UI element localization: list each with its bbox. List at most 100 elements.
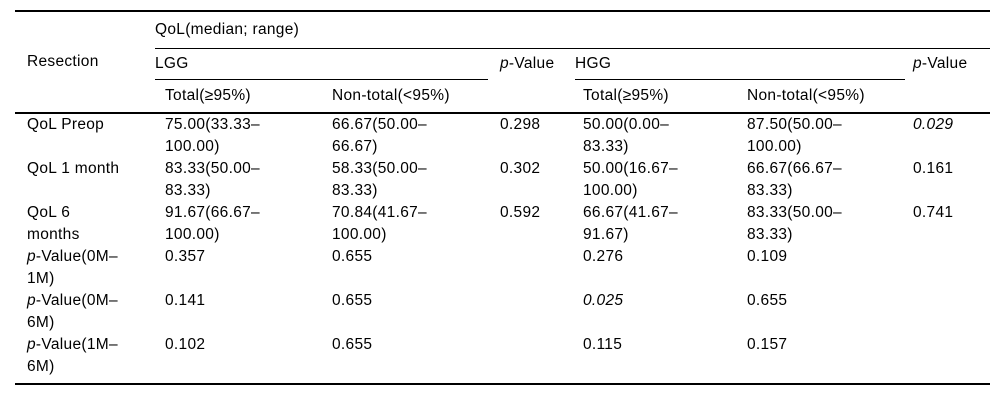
row-label: p-Value(1M– 6M): [15, 334, 155, 384]
header-lgg-label: LGG: [155, 55, 189, 72]
table-row-qol-6-months: QoL 6 months 91.67(66.67– 100.00) 70.84(…: [15, 202, 990, 246]
header-p-value-hgg: p-Value: [905, 49, 990, 80]
subheader-lgg-total-label: Total(≥95%): [165, 87, 251, 104]
value: 0.157: [747, 336, 788, 353]
cell-lgg-nontotal: 0.655: [322, 246, 488, 290]
cell-hgg-nontotal: 0.655: [739, 290, 905, 334]
header-row-subgroups: Total(≥95%) Non-total(<95%) Total(≥95%) …: [15, 80, 990, 114]
row-label-italic-prefix: p: [27, 336, 36, 353]
value: 0.141: [165, 292, 206, 309]
table-row-qol-1-month: QoL 1 month 83.33(50.00– 83.33) 58.33(50…: [15, 158, 990, 202]
subheader-hgg-total: Total(≥95%): [575, 80, 739, 114]
value-significant: 0.029: [913, 116, 954, 133]
cell-hgg-nontotal: 0.109: [739, 246, 905, 290]
cell-lgg-total: 0.357: [155, 246, 322, 290]
value: 75.00(33.33– 100.00): [165, 116, 260, 155]
cell-p-value-lgg: [488, 246, 575, 290]
cell-lgg-nontotal: 66.67(50.00– 66.67): [322, 113, 488, 158]
header-group-lgg: LGG: [155, 48, 488, 80]
header-resection-label: Resection: [27, 53, 99, 70]
cell-hgg-total: 0.025: [575, 290, 739, 334]
header-qol-median-range-label: QoL(median; range): [155, 21, 300, 38]
cell-hgg-total: 50.00(0.00– 83.33): [575, 113, 739, 158]
cell-lgg-total: 83.33(50.00– 83.33): [155, 158, 322, 202]
value: 0.302: [500, 160, 541, 177]
value: 0.109: [747, 248, 788, 265]
cell-hgg-nontotal: 83.33(50.00– 83.33): [739, 202, 905, 246]
subheader-hgg-nontotal: Non-total(<95%): [739, 80, 905, 114]
value: 0.161: [913, 160, 954, 177]
row-label: QoL 6 months: [15, 202, 155, 246]
header-qol-median-range: QoL(median; range): [155, 11, 991, 49]
row-label-text: QoL Preop: [27, 116, 105, 133]
value: 50.00(16.67– 100.00): [583, 160, 678, 199]
cell-lgg-nontotal: 58.33(50.00– 83.33): [322, 158, 488, 202]
header-row-groups: LGG p-Value HGG p-Value: [15, 48, 990, 80]
cell-lgg-total: 75.00(33.33– 100.00): [155, 113, 322, 158]
row-label-italic-prefix: p: [27, 248, 36, 265]
value: 0.298: [500, 116, 541, 133]
header-p-value-lgg: p-Value: [488, 49, 575, 80]
cell-p-value-lgg: [488, 334, 575, 384]
cell-hgg-nontotal: 87.50(50.00– 100.00): [739, 113, 905, 158]
table-row-p-value-1m-6m: p-Value(1M– 6M) 0.102 0.655 0.115 0.157: [15, 334, 990, 384]
subheader-spacer: [905, 80, 990, 114]
p-italic: p: [500, 55, 509, 73]
subheader-spacer: [488, 80, 575, 114]
cell-p-value-hgg: 0.029: [905, 113, 990, 158]
value: 70.84(41.67– 100.00): [332, 204, 427, 243]
value: 0.655: [332, 336, 373, 353]
cell-p-value-lgg: 0.302: [488, 158, 575, 202]
value: 91.67(66.67– 100.00): [165, 204, 260, 243]
cell-hgg-nontotal: 0.157: [739, 334, 905, 384]
row-label-text: QoL 1 month: [27, 160, 120, 177]
subheader-hgg-total-label: Total(≥95%): [583, 87, 669, 104]
resection-qol-table: Resection QoL(median; range) LGG p-Value…: [15, 10, 991, 385]
header-row-top: Resection QoL(median; range): [15, 11, 991, 70]
value: 0.276: [583, 248, 624, 265]
cell-hgg-nontotal: 66.67(66.67– 83.33): [739, 158, 905, 202]
p-rest: -Value: [921, 55, 968, 73]
cell-p-value-hgg: 0.741: [905, 202, 990, 246]
table-row-p-value-0m-1m: p-Value(0M– 1M) 0.357 0.655 0.276 0.109: [15, 246, 990, 290]
header-resection: Resection: [15, 11, 155, 113]
cell-p-value-lgg: [488, 290, 575, 334]
value: 0.115: [583, 336, 623, 353]
row-label-text: -Value(1M– 6M): [27, 336, 118, 375]
cell-lgg-total: 91.67(66.67– 100.00): [155, 202, 322, 246]
value: 0.357: [165, 248, 206, 265]
cell-p-value-lgg: 0.592: [488, 202, 575, 246]
cell-p-value-hgg: [905, 334, 990, 384]
header-group-hgg: HGG: [575, 48, 905, 80]
cell-p-value-lgg: 0.298: [488, 113, 575, 158]
cell-p-value-hgg: 0.161: [905, 158, 990, 202]
value: 50.00(0.00– 83.33): [583, 116, 670, 155]
value: 0.741: [913, 204, 954, 221]
p-rest: -Value: [508, 55, 555, 73]
value: 58.33(50.00– 83.33): [332, 160, 427, 199]
header-hgg-label: HGG: [575, 55, 612, 72]
cell-p-value-hgg: [905, 246, 990, 290]
value: 66.67(41.67– 91.67): [583, 204, 678, 243]
cell-hgg-total: 0.115: [575, 334, 739, 384]
row-label: p-Value(0M– 6M): [15, 290, 155, 334]
cell-lgg-total: 0.102: [155, 334, 322, 384]
p-italic: p: [913, 55, 922, 73]
row-label-text: -Value(0M– 1M): [27, 248, 118, 287]
table-header: Resection QoL(median; range) LGG p-Value…: [15, 11, 991, 114]
subheader-lgg-nontotal-label: Non-total(<95%): [332, 87, 450, 104]
cell-lgg-total: 0.141: [155, 290, 322, 334]
row-label: QoL 1 month: [15, 158, 155, 202]
row-label: QoL Preop: [15, 113, 155, 158]
table-body: QoL Preop 75.00(33.33– 100.00) 66.67(50.…: [15, 113, 991, 384]
value: 87.50(50.00– 100.00): [747, 116, 842, 155]
row-label-text: -Value(0M– 6M): [27, 292, 118, 331]
value: 66.67(66.67– 83.33): [747, 160, 842, 199]
value: 0.592: [500, 204, 541, 221]
value-significant: 0.025: [583, 292, 624, 309]
cell-p-value-hgg: [905, 290, 990, 334]
row-label: p-Value(0M– 1M): [15, 246, 155, 290]
table-row-p-value-0m-6m: p-Value(0M– 6M) 0.141 0.655 0.025 0.655: [15, 290, 990, 334]
cell-lgg-nontotal: 0.655: [322, 290, 488, 334]
